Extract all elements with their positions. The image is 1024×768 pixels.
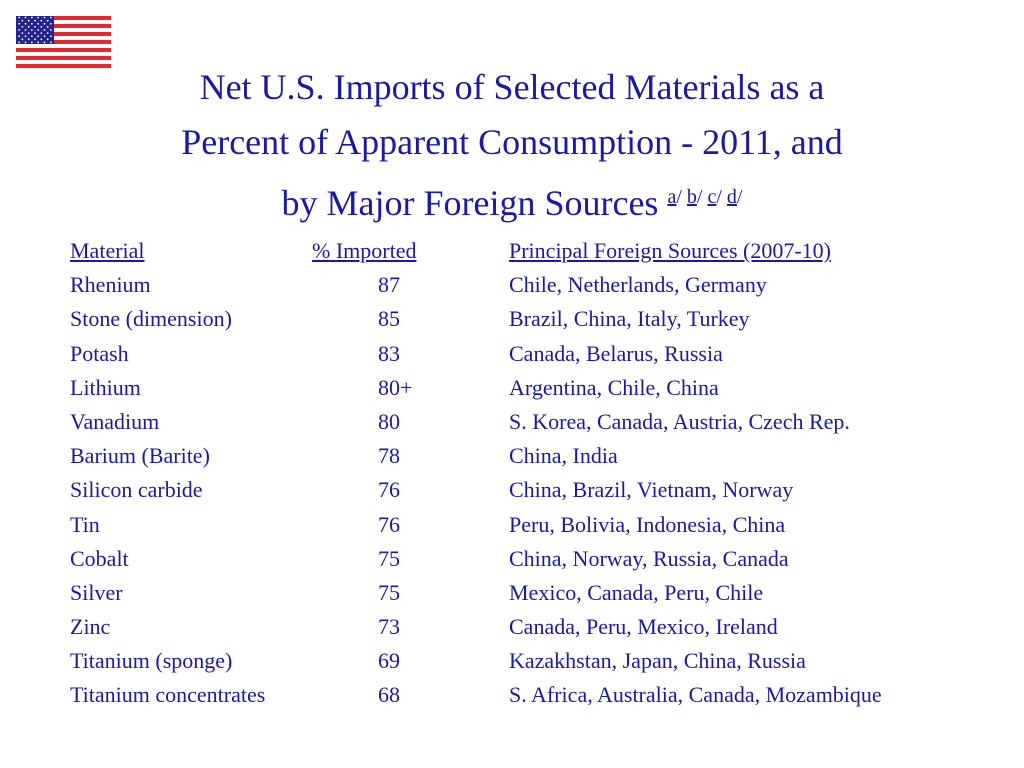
percent-cell: 80: [378, 408, 400, 434]
percent-cell: 75: [378, 545, 400, 571]
sources-cell: S. Africa, Australia, Canada, Mozambique: [509, 682, 882, 708]
percent-cell: 76: [378, 511, 400, 537]
percent-cell: 68: [378, 682, 400, 708]
sources-cell: Brazil, China, Italy, Turkey: [509, 306, 750, 332]
material-cell: Barium (Barite): [70, 443, 210, 469]
table-row: Titanium concentrates 68 S. Africa, Austra…: [70, 682, 1010, 716]
table-row: Barium (Barite) 78 China, India: [70, 443, 1010, 477]
footnote-d: d: [726, 186, 737, 208]
percent-cell: 80+: [378, 374, 413, 400]
material-cell: Titanium (sponge): [70, 648, 233, 674]
material-cell: Lithium: [70, 374, 141, 400]
percent-cell: 78: [378, 443, 400, 469]
header-principal-sources: Principal Foreign Sources (2007-10): [509, 238, 831, 263]
percent-cell: 85: [378, 306, 400, 332]
table-row: Zinc 73 Canada, Peru, Mexico, Ireland: [70, 614, 1010, 648]
footnote-markers: a/ b/ c/ d/: [667, 186, 743, 208]
table-row: Titanium (sponge) 69 Kazakhstan, Japan, Ch…: [70, 648, 1010, 682]
title-line-1: Net U.S. Imports of Selected Materials a…: [199, 67, 825, 107]
table-row: Lithium 80+ Argentina, Chile, China: [70, 375, 1010, 409]
header-percent-imported: % Imported: [312, 238, 417, 263]
table-row: Stone (dimension) 85 Brazil, China, Italy,…: [70, 306, 1010, 340]
table-row: Rhenium 87 Chile, Netherlands, Germany: [70, 272, 1010, 306]
us-flag-icon: [16, 16, 111, 68]
percent-cell: 75: [378, 579, 400, 605]
table-row: Silver 75 Mexico, Canada, Peru, Chile: [70, 580, 1010, 614]
sources-cell: Canada, Peru, Mexico, Ireland: [509, 614, 778, 640]
material-cell: Vanadium: [70, 408, 160, 434]
percent-cell: 83: [378, 340, 400, 366]
sources-cell: China, Norway, Russia, Canada: [509, 545, 789, 571]
material-cell: Titanium concentrates: [70, 682, 266, 708]
table-row: Cobalt 75 China, Norway, Russia, Canada: [70, 546, 1010, 580]
table-header-row: Material % Imported Principal Foreign So…: [70, 238, 1010, 272]
sources-cell: Mexico, Canada, Peru, Chile: [509, 579, 764, 605]
material-cell: Silicon carbide: [70, 477, 203, 503]
footnote-b: b: [686, 186, 697, 208]
percent-cell: 87: [378, 272, 400, 298]
sources-cell: China, India: [509, 443, 618, 469]
material-cell: Potash: [70, 340, 129, 366]
sources-cell: Argentina, Chile, China: [509, 374, 719, 400]
material-cell: Silver: [70, 579, 123, 605]
material-cell: Rhenium: [70, 272, 151, 298]
percent-cell: 73: [378, 614, 400, 640]
table-row: Silicon carbide 76 China, Brazil, Vietnam,…: [70, 477, 1010, 511]
slide-title: Net U.S. Imports of Selected Materials a…: [0, 60, 1024, 231]
material-cell: Zinc: [70, 614, 111, 640]
table-row: Vanadium 80 S. Korea, Canada, Austria, Cze…: [70, 409, 1010, 443]
table-row: Tin 76 Peru, Bolivia, Indonesia, China: [70, 512, 1010, 546]
sources-cell: Chile, Netherlands, Germany: [509, 272, 767, 298]
footnote-a: a: [667, 186, 677, 208]
material-cell: Tin: [70, 511, 100, 537]
imports-table: Material % Imported Principal Foreign So…: [70, 238, 1010, 717]
sources-cell: Canada, Belarus, Russia: [509, 340, 723, 366]
table-body: Rhenium 87 Chile, Netherlands, Germany Ston…: [70, 272, 1010, 716]
material-cell: Stone (dimension): [70, 306, 232, 332]
sources-cell: S. Korea, Canada, Austria, Czech Rep.: [509, 408, 850, 434]
title-line-2: Percent of Apparent Consumption - 2011, …: [181, 122, 843, 162]
sources-cell: Peru, Bolivia, Indonesia, China: [509, 511, 786, 537]
material-cell: Cobalt: [70, 545, 129, 571]
footnote-c: c: [707, 186, 717, 208]
sources-cell: Kazakhstan, Japan, China, Russia: [509, 648, 806, 674]
percent-cell: 76: [378, 477, 400, 503]
sources-cell: China, Brazil, Vietnam, Norway: [509, 477, 794, 503]
percent-cell: 69: [378, 648, 400, 674]
table-row: Potash 83 Canada, Belarus, Russia: [70, 341, 1010, 375]
title-line-3-text: by Major Foreign Sources: [281, 183, 659, 223]
header-material: Material: [70, 238, 145, 263]
title-line-3: by Major Foreign Sources a/ b/ c/ d/: [0, 170, 1024, 231]
